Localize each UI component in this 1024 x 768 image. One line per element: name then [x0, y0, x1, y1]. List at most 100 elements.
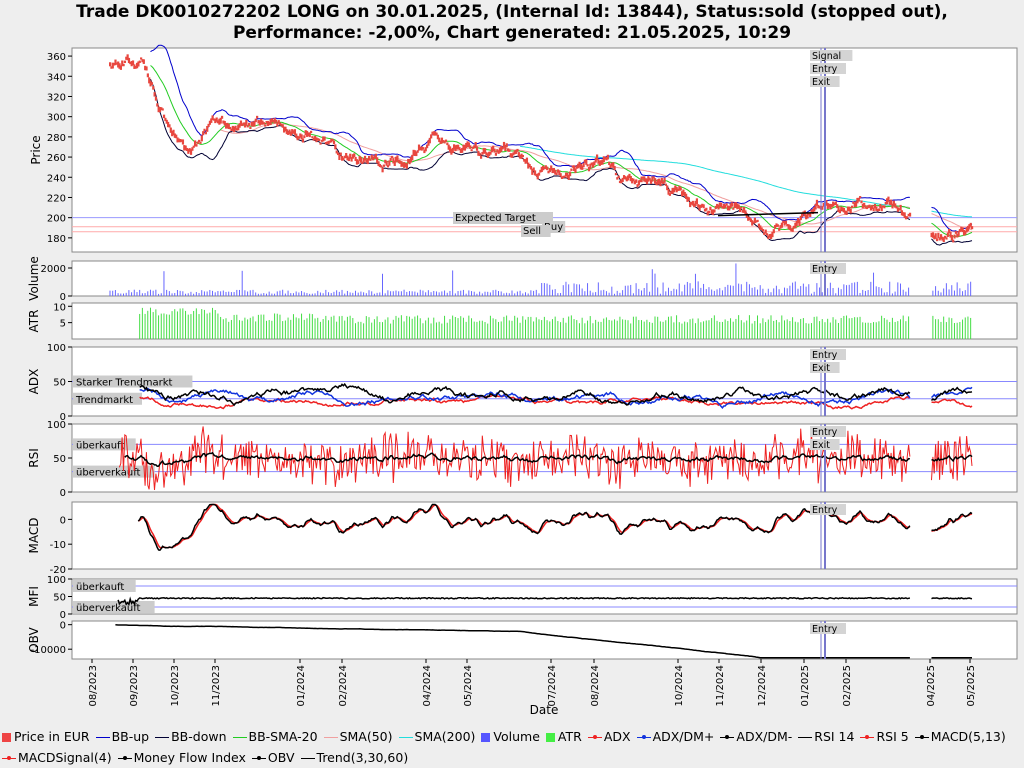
rsi-plot-area: [71, 423, 1018, 493]
price-candle: [351, 154, 355, 159]
price-candle: [524, 159, 527, 164]
signal-tag: [810, 63, 846, 74]
price-candle: [416, 150, 419, 153]
price-candle: [113, 62, 116, 66]
legend-label: SMA(50): [339, 729, 393, 744]
price-candle: [359, 157, 363, 163]
price-candle: [196, 141, 199, 144]
price-candle: [311, 136, 314, 139]
legend-label: OBV: [267, 750, 295, 765]
price-candle: [354, 156, 357, 162]
panel-macd: -20 -10 0 MACD Entry: [27, 501, 1018, 576]
price-candle: [189, 149, 193, 155]
price-candle: [471, 146, 475, 149]
price-candle: [384, 159, 387, 164]
price-candle: [725, 203, 728, 206]
adx-dmminus-line: [139, 382, 973, 407]
price-candle: [706, 211, 709, 216]
price-candle: [345, 152, 348, 159]
price-candle: [291, 129, 294, 135]
price-candle: [678, 185, 681, 191]
price-candle: [123, 60, 127, 64]
legend-label: BB-up: [111, 729, 150, 744]
price-candle: [876, 208, 879, 212]
legend-swatch: [860, 734, 875, 739]
price-candle: [525, 157, 529, 164]
price-candle: [365, 159, 368, 163]
price-candle: [554, 169, 557, 175]
price-candle: [191, 147, 194, 151]
rsi-30-label: überverkauft: [76, 468, 141, 479]
price-candle: [674, 185, 677, 191]
legend-item: SMA(200): [398, 729, 475, 744]
price-candle: [597, 159, 600, 164]
price-candle: [806, 213, 809, 219]
price-candle: [555, 172, 558, 176]
price-candle: [346, 155, 349, 161]
price-candle: [930, 232, 933, 238]
legend-item: SMA(50): [323, 729, 393, 744]
price-candle: [517, 152, 520, 157]
price-candle: [394, 156, 398, 163]
price-candle: [813, 206, 816, 212]
price-candle: [257, 120, 260, 124]
price-candle: [358, 155, 361, 161]
price-candle: [792, 225, 796, 228]
price-candle: [590, 162, 593, 166]
price-candle: [121, 60, 124, 67]
price-candle: [137, 61, 140, 67]
price-candle: [153, 92, 156, 97]
price-candle: [622, 175, 626, 179]
mfi-plot-area: [71, 578, 1018, 615]
legend-swatch: [95, 737, 110, 738]
legend-item: BB-SMA-20: [232, 729, 318, 744]
price-candle: [225, 122, 228, 129]
x-tick-label: 09/2023: [129, 665, 140, 707]
price-candle: [479, 155, 483, 159]
price-candle: [111, 62, 114, 69]
price-candle: [473, 145, 476, 149]
legend-item: RSI 5: [860, 729, 909, 744]
price-candle: [714, 205, 717, 210]
price-candle: [187, 148, 190, 154]
price-candle: [740, 206, 743, 209]
price-candle: [755, 220, 758, 223]
signal-tag: [810, 426, 846, 437]
mfi-ytick-label: 50: [53, 593, 66, 604]
price-candle: [939, 234, 943, 240]
price-candle: [583, 159, 587, 163]
price-candle: [470, 149, 473, 152]
price-candle: [488, 151, 491, 157]
x-tick-label: 11/2024: [715, 665, 726, 707]
price-candle: [567, 174, 570, 180]
price-candle: [386, 165, 390, 168]
price-candle: [133, 64, 136, 69]
signal-label: Exit: [812, 77, 830, 88]
price-candle: [859, 196, 862, 199]
legend-label: ADX/DM+: [652, 729, 715, 744]
adx-dmplus-line: [139, 386, 973, 409]
legend-label: Volume: [493, 729, 540, 744]
price-candle: [195, 144, 198, 147]
price-candle: [703, 208, 707, 212]
price-candle: [430, 134, 433, 139]
price-candle: [434, 131, 437, 136]
x-tick-label: 11/2023: [211, 665, 222, 707]
price-candle: [262, 122, 265, 125]
price-candle: [682, 189, 685, 196]
price-candle: [869, 206, 873, 211]
price-candle: [331, 138, 334, 142]
price-ytick-label: 320: [47, 92, 66, 103]
price-candle: [377, 161, 380, 166]
volume-ytick-label: 2000: [41, 264, 66, 275]
price-candle: [127, 57, 131, 64]
signal-label: Entry: [812, 624, 838, 635]
price-candle: [289, 131, 292, 136]
price-candle: [237, 125, 240, 131]
price-candle: [728, 206, 731, 211]
price-ytick-label: 260: [47, 153, 66, 164]
price-candle: [875, 206, 878, 211]
price-candle: [404, 163, 407, 168]
price-candle: [461, 147, 464, 153]
price-candle: [645, 178, 649, 185]
